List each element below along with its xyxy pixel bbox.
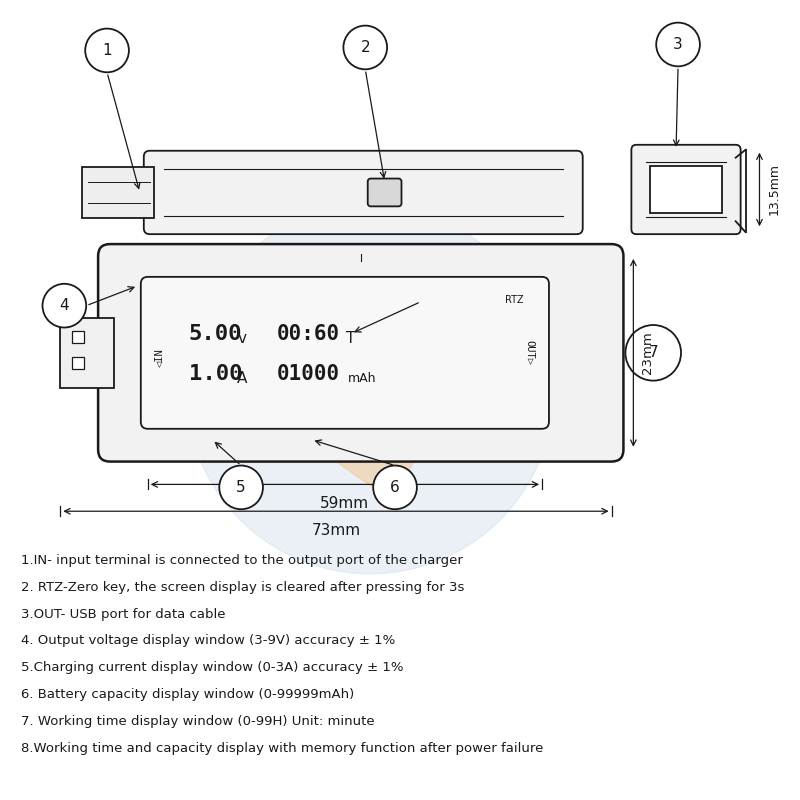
FancyBboxPatch shape xyxy=(144,150,582,234)
Bar xyxy=(650,166,722,214)
Text: 7: 7 xyxy=(649,346,658,360)
Text: 5.Charging current display window (0-3A) accuracy ± 1%: 5.Charging current display window (0-3A)… xyxy=(21,661,403,674)
FancyBboxPatch shape xyxy=(141,277,549,429)
Text: 7. Working time display window (0-99H) Unit: minute: 7. Working time display window (0-99H) U… xyxy=(21,714,374,728)
Circle shape xyxy=(373,466,417,510)
Text: ◁IN: ◁IN xyxy=(154,349,165,367)
Circle shape xyxy=(86,29,129,72)
Circle shape xyxy=(656,22,700,66)
Bar xyxy=(72,357,84,369)
Text: 1.IN- input terminal is connected to the output port of the charger: 1.IN- input terminal is connected to the… xyxy=(21,554,462,567)
FancyBboxPatch shape xyxy=(631,145,741,234)
Text: ★: ★ xyxy=(136,443,147,456)
Text: 5.00: 5.00 xyxy=(189,323,242,343)
Text: A: A xyxy=(237,371,247,386)
Bar xyxy=(72,331,84,343)
Text: T: T xyxy=(346,331,356,346)
Circle shape xyxy=(219,466,263,510)
Circle shape xyxy=(186,206,554,574)
Text: 4. Output voltage display window (3-9V) accuracy ± 1%: 4. Output voltage display window (3-9V) … xyxy=(21,634,395,647)
Text: 2. RTZ-Zero key, the screen display is cleared after pressing for 3s: 2. RTZ-Zero key, the screen display is c… xyxy=(21,581,464,594)
Text: 5: 5 xyxy=(236,480,246,495)
Text: 59mm: 59mm xyxy=(320,496,370,511)
Text: ★: ★ xyxy=(122,383,133,397)
Text: 3: 3 xyxy=(673,37,683,52)
Text: mAh: mAh xyxy=(348,372,377,385)
Bar xyxy=(82,166,154,218)
FancyBboxPatch shape xyxy=(98,244,623,462)
FancyBboxPatch shape xyxy=(368,178,402,206)
Text: v: v xyxy=(237,331,246,346)
Text: RTZ: RTZ xyxy=(505,294,523,305)
Circle shape xyxy=(42,284,86,327)
Text: 4: 4 xyxy=(59,298,69,313)
Circle shape xyxy=(343,26,387,70)
Text: 23mm: 23mm xyxy=(642,331,654,374)
Text: OUT▷: OUT▷ xyxy=(525,340,535,366)
Bar xyxy=(60,318,114,387)
Text: 13.5mm: 13.5mm xyxy=(767,163,781,215)
Text: 6: 6 xyxy=(390,480,400,495)
Text: 00:60: 00:60 xyxy=(277,323,340,343)
Text: 01000: 01000 xyxy=(277,363,340,383)
Polygon shape xyxy=(290,390,459,499)
Text: 6. Battery capacity display window (0-99999mAh): 6. Battery capacity display window (0-99… xyxy=(21,688,354,701)
Text: 1: 1 xyxy=(102,43,112,58)
Text: 73mm: 73mm xyxy=(311,523,361,538)
Text: 8.Working time and capacity display with memory function after power failure: 8.Working time and capacity display with… xyxy=(21,742,543,754)
Text: 2: 2 xyxy=(361,40,370,55)
Text: 1.00: 1.00 xyxy=(189,363,242,383)
Text: 3.OUT- USB port for data cable: 3.OUT- USB port for data cable xyxy=(21,607,225,621)
